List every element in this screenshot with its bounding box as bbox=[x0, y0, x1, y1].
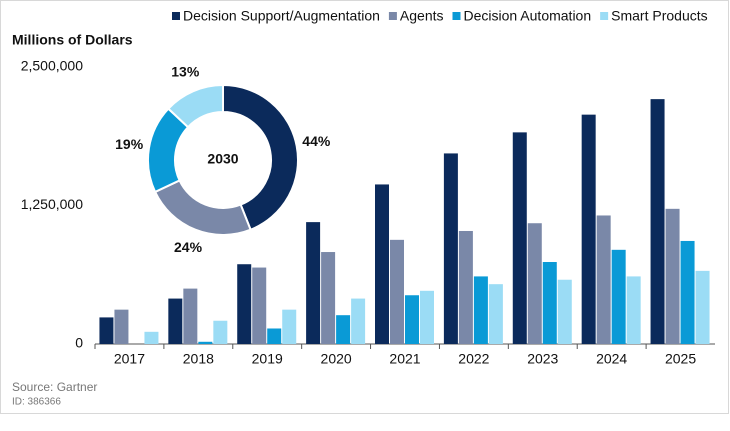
bar bbox=[512, 132, 527, 344]
bar bbox=[680, 240, 695, 344]
x-tick-label: 2025 bbox=[665, 351, 696, 367]
bar bbox=[665, 208, 680, 344]
bar bbox=[213, 320, 228, 344]
bar bbox=[458, 230, 473, 344]
source: Source: Gartner bbox=[12, 380, 97, 394]
bar bbox=[473, 276, 488, 344]
bar bbox=[695, 270, 710, 344]
bar bbox=[351, 298, 366, 344]
y-tick-label: 1,250,000 bbox=[21, 196, 83, 212]
bar bbox=[99, 317, 114, 344]
donut-label: 24% bbox=[174, 239, 203, 255]
legend-label: Decision Automation bbox=[464, 8, 592, 24]
bar bbox=[596, 215, 611, 344]
bar bbox=[390, 239, 404, 344]
x-tick-label: 2022 bbox=[458, 351, 489, 367]
bar bbox=[267, 328, 282, 344]
donut-label: 13% bbox=[171, 64, 200, 80]
legend-swatch bbox=[600, 12, 609, 20]
bar bbox=[183, 288, 198, 344]
donut-slice bbox=[222, 83, 299, 232]
bar bbox=[488, 284, 503, 344]
y-tick-label: 0 bbox=[75, 335, 83, 351]
bar bbox=[306, 222, 321, 344]
bar bbox=[611, 249, 626, 344]
x-tick-label: 2021 bbox=[389, 351, 420, 367]
legend-label: Smart Products bbox=[611, 8, 707, 24]
x-tick-label: 2024 bbox=[596, 351, 627, 367]
bar bbox=[626, 276, 641, 344]
y-axis-label: Millions of Dollars bbox=[12, 32, 133, 48]
donut-center: 2030 bbox=[207, 151, 238, 167]
bar bbox=[375, 184, 389, 344]
x-tick-label: 2020 bbox=[321, 351, 352, 367]
bar bbox=[336, 315, 351, 344]
x-tick-label: 2019 bbox=[252, 351, 283, 367]
legend-label: Decision Support/Augmentation bbox=[183, 8, 380, 24]
x-tick-label: 2023 bbox=[527, 351, 558, 367]
bar bbox=[114, 309, 129, 344]
bar bbox=[198, 341, 213, 344]
bar bbox=[527, 223, 542, 344]
y-tick-label: 2,500,000 bbox=[21, 58, 83, 74]
bar bbox=[282, 309, 297, 344]
legend-swatch bbox=[452, 12, 461, 20]
donut-label: 19% bbox=[115, 136, 144, 152]
donut-slice bbox=[166, 83, 224, 129]
bar bbox=[650, 99, 665, 344]
legend-swatch bbox=[388, 12, 397, 20]
bar bbox=[420, 290, 434, 344]
bar bbox=[321, 252, 336, 344]
bar bbox=[542, 262, 557, 344]
bar bbox=[405, 295, 419, 344]
id: ID: 386366 bbox=[12, 397, 61, 408]
x-tick-label: 2018 bbox=[183, 351, 214, 367]
bar bbox=[557, 279, 572, 344]
legend-swatch bbox=[172, 12, 180, 20]
frame bbox=[0, 0, 729, 414]
x-tick-label: 2017 bbox=[114, 351, 145, 367]
bar bbox=[252, 267, 267, 344]
bar bbox=[581, 114, 596, 344]
legend-label: Agents bbox=[400, 8, 444, 24]
bar bbox=[144, 331, 159, 344]
bar bbox=[168, 298, 183, 344]
donut-label: 44% bbox=[302, 133, 331, 149]
bar bbox=[237, 264, 252, 344]
bar bbox=[443, 153, 458, 344]
